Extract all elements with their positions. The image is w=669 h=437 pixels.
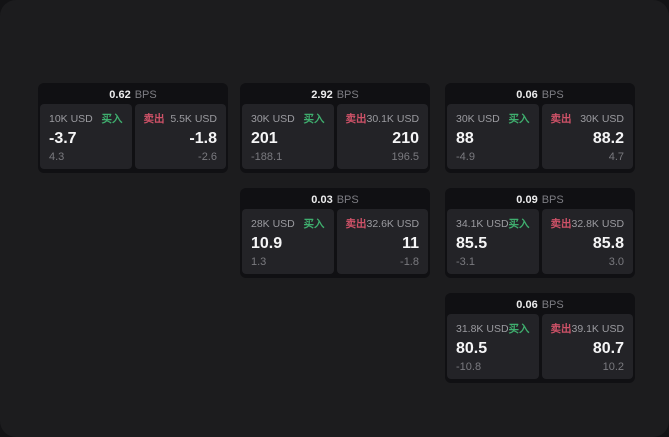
sell-price: -1.8	[189, 130, 217, 147]
buy-side-label: 买入	[508, 323, 530, 335]
quote-card[interactable]: 0.09 BPS 34.1K USD 买入 85.5 -3.1 卖出 32.8K…	[445, 188, 635, 278]
sell-panel[interactable]: 卖出 32.8K USD 85.8 3.0	[541, 209, 633, 274]
bps-header: 0.06 BPS	[447, 295, 633, 314]
buy-side-label: 买入	[303, 113, 325, 125]
bps-value: 2.92	[311, 88, 333, 101]
buy-panel[interactable]: 31.8K USD 买入 80.5 -10.8	[447, 314, 539, 379]
sell-side-label: 卖出	[550, 218, 572, 230]
buy-amount: 30K USD	[456, 112, 500, 125]
bps-header: 0.09 BPS	[447, 190, 633, 209]
buy-delta: -10.8	[456, 361, 482, 373]
buy-delta: 4.3	[49, 151, 65, 163]
buy-price: 10.9	[251, 235, 283, 252]
buy-side-label: 买入	[508, 218, 530, 230]
buy-amount: 34.1K USD	[456, 217, 509, 230]
sell-panel[interactable]: 卖出 32.6K USD 11 -1.8	[336, 209, 428, 274]
sell-amount: 32.6K USD	[366, 217, 420, 230]
buy-price: 85.5	[456, 235, 488, 252]
sell-amount: 5.5K USD	[170, 112, 217, 125]
quote-card[interactable]: 0.03 BPS 28K USD 买入 10.9 1.3 卖出 32.6K US…	[240, 188, 430, 278]
bps-header: 0.03 BPS	[242, 190, 428, 209]
bps-header: 0.06 BPS	[447, 85, 633, 104]
buy-delta: -4.9	[456, 151, 475, 163]
bps-value: 0.06	[516, 298, 538, 311]
sell-delta: 3.0	[608, 256, 624, 268]
bps-unit-label: BPS	[336, 193, 359, 206]
buy-amount: 10K USD	[49, 112, 93, 125]
bps-unit-label: BPS	[541, 298, 564, 311]
sell-price: 11	[402, 235, 419, 252]
buy-side-label: 买入	[508, 113, 530, 125]
bps-header: 0.62 BPS	[40, 85, 226, 104]
bps-value: 0.09	[516, 193, 538, 206]
sell-amount: 39.1K USD	[571, 322, 625, 335]
sell-delta: -2.6	[198, 151, 217, 163]
buy-delta: -3.1	[456, 256, 475, 268]
bps-unit-label: BPS	[336, 88, 359, 101]
sell-delta: 10.2	[602, 361, 624, 373]
buy-price: 201	[251, 130, 278, 147]
buy-panel[interactable]: 30K USD 买入 201 -188.1	[242, 104, 334, 169]
bps-value: 0.06	[516, 88, 538, 101]
buy-side-label: 买入	[303, 218, 325, 230]
sell-price: 80.7	[592, 340, 624, 357]
sell-price: 210	[392, 130, 419, 147]
buy-price: -3.7	[49, 130, 77, 147]
buy-delta: -188.1	[251, 151, 283, 163]
sell-panel[interactable]: 卖出 30K USD 88.2 4.7	[541, 104, 633, 169]
sell-delta: 4.7	[608, 151, 624, 163]
buy-amount: 30K USD	[251, 112, 295, 125]
sell-side-label: 卖出	[143, 113, 165, 125]
sell-delta: -1.8	[400, 256, 419, 268]
sell-amount: 30K USD	[580, 112, 624, 125]
sell-panel[interactable]: 卖出 30.1K USD 210 196.5	[336, 104, 428, 169]
bps-unit-label: BPS	[541, 193, 564, 206]
quote-card[interactable]: 0.06 BPS 31.8K USD 买入 80.5 -10.8 卖出 39.1…	[445, 293, 635, 383]
buy-amount: 28K USD	[251, 217, 295, 230]
sell-amount: 32.8K USD	[571, 217, 625, 230]
quote-card[interactable]: 2.92 BPS 30K USD 买入 201 -188.1 卖出 30.1K …	[240, 83, 430, 173]
buy-price: 80.5	[456, 340, 488, 357]
sell-delta: 196.5	[391, 151, 419, 163]
bps-unit-label: BPS	[541, 88, 564, 101]
sell-price: 85.8	[592, 235, 624, 252]
sell-side-label: 卖出	[550, 113, 572, 125]
buy-price: 88	[456, 130, 474, 147]
sell-amount: 30.1K USD	[366, 112, 420, 125]
sell-side-label: 卖出	[550, 323, 572, 335]
bps-value: 0.62	[109, 88, 131, 101]
quote-card[interactable]: 0.06 BPS 30K USD 买入 88 -4.9 卖出 30K USD 8…	[445, 83, 635, 173]
buy-panel[interactable]: 10K USD 买入 -3.7 4.3	[40, 104, 132, 169]
sell-panel[interactable]: 卖出 5.5K USD -1.8 -2.6	[134, 104, 226, 169]
bps-unit-label: BPS	[134, 88, 157, 101]
buy-delta: 1.3	[251, 256, 267, 268]
bps-header: 2.92 BPS	[242, 85, 428, 104]
buy-side-label: 买入	[101, 113, 123, 125]
buy-amount: 31.8K USD	[456, 322, 509, 335]
buy-panel[interactable]: 28K USD 买入 10.9 1.3	[242, 209, 334, 274]
sell-side-label: 卖出	[345, 113, 367, 125]
sell-price: 88.2	[592, 130, 624, 147]
bps-value: 0.03	[311, 193, 333, 206]
sell-side-label: 卖出	[345, 218, 367, 230]
buy-panel[interactable]: 30K USD 买入 88 -4.9	[447, 104, 539, 169]
sell-panel[interactable]: 卖出 39.1K USD 80.7 10.2	[541, 314, 633, 379]
quote-card[interactable]: 0.62 BPS 10K USD 买入 -3.7 4.3 卖出 5.5K USD…	[38, 83, 228, 173]
buy-panel[interactable]: 34.1K USD 买入 85.5 -3.1	[447, 209, 539, 274]
